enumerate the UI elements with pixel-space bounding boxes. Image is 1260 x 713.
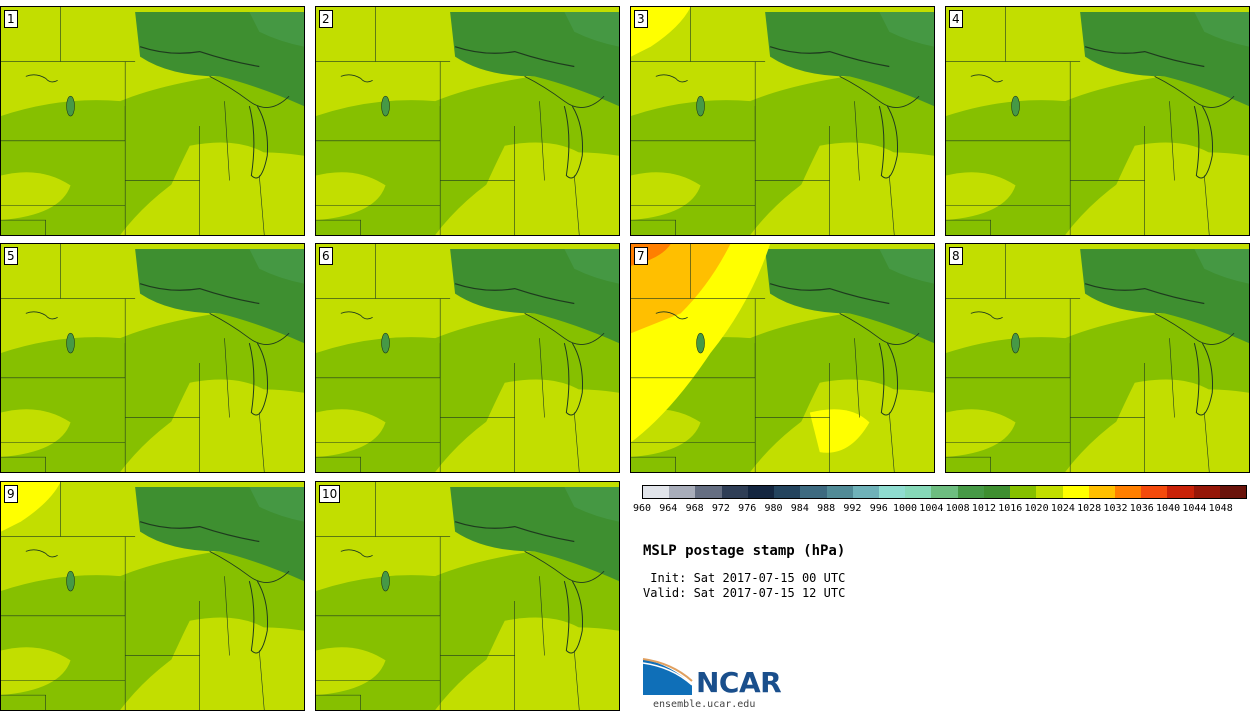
colorbar-swatch (905, 486, 932, 498)
colorbar-swatch (878, 486, 906, 498)
colorbar-tick: 984 (790, 503, 809, 514)
colorbar-swatch (931, 486, 958, 498)
stamp-panel-5: 5 (0, 243, 305, 473)
colorbar-tick: 972 (711, 503, 730, 514)
stamp-panel-label: 10 (319, 485, 341, 503)
stamp-panel-7: 7 (630, 243, 935, 473)
colorbar-tick: 1016 (998, 503, 1023, 514)
stamp-panel-9: 9 (0, 481, 305, 711)
colorbar-tick: 1048 (1208, 503, 1233, 514)
colorbar-swatch (957, 486, 984, 498)
stamp-panel-4: 4 (945, 6, 1250, 236)
stamp-panel-label: 4 (949, 10, 963, 28)
colorbar-tick: 976 (738, 503, 757, 514)
page-title: MSLP postage stamp (hPa) (643, 543, 846, 559)
colorbar-tick: 1008 (945, 503, 970, 514)
stamp-panel-label: 1 (4, 10, 18, 28)
colorbar-swatch (774, 486, 801, 498)
stamp-panel-1: 1 (0, 6, 305, 236)
logo-url: ensemble.ucar.edu (653, 699, 756, 710)
stamp-panel-10: 10 (315, 481, 620, 711)
colorbar-swatch (1141, 486, 1168, 498)
colorbar-tick: 996 (869, 503, 888, 514)
colorbar-tick: 960 (632, 503, 652, 514)
colorbar-swatch (1088, 486, 1115, 498)
stamp-panel-label: 8 (949, 247, 963, 265)
colorbar-swatch (695, 486, 722, 498)
colorbar-tick-labels: 960 964 968 972 976 980 984 988 992 996 1000 1004 10… (632, 503, 1254, 517)
colorbar-swatch (1036, 486, 1063, 498)
colorbar-tick: 1004 (919, 503, 944, 514)
colorbar-tick: 964 (659, 503, 678, 514)
init-time: Init: Sat 2017-07-15 00 UTC (643, 571, 846, 585)
stamp-panel-label: 2 (319, 10, 333, 28)
colorbar-tick: 1000 (892, 503, 918, 514)
colorbar-swatch (669, 486, 696, 498)
colorbar-swatch (643, 486, 670, 498)
pressure-colorbar (642, 485, 1247, 499)
stamp-panel-3: 3 (630, 6, 935, 236)
colorbar-tick: 1032 (1103, 503, 1128, 514)
stamp-panel-label: 3 (634, 10, 648, 28)
ncar-logo (642, 658, 693, 695)
colorbar-tick: 1044 (1182, 503, 1207, 514)
colorbar-swatch (721, 486, 748, 498)
colorbar-tick: 1024 (1050, 503, 1075, 514)
colorbar-swatch (1062, 486, 1089, 498)
colorbar-tick: 1036 (1129, 503, 1154, 514)
colorbar-swatch (1114, 486, 1142, 498)
colorbar-swatch (983, 486, 1011, 498)
colorbar-tick: 1040 (1156, 503, 1181, 514)
ncar-logo-text: NCAR (696, 666, 782, 699)
colorbar-swatch (1167, 486, 1194, 498)
colorbar-tick: 992 (843, 503, 862, 514)
colorbar-swatch (1219, 486, 1247, 498)
colorbar-tick: 980 (764, 503, 783, 514)
colorbar-swatch (1010, 486, 1037, 498)
colorbar-tick: 1012 (971, 503, 996, 514)
colorbar-tick: 968 (685, 503, 704, 514)
colorbar-tick: 1020 (1024, 503, 1049, 514)
colorbar-tick: 1028 (1077, 503, 1102, 514)
colorbar-swatch (826, 486, 853, 498)
stamp-panel-8: 8 (945, 243, 1250, 473)
stamp-panel-label: 9 (4, 485, 18, 503)
stamp-panel-label: 7 (634, 247, 648, 265)
valid-time: Valid: Sat 2017-07-15 12 UTC (643, 586, 846, 600)
stamp-panel-label: 6 (319, 247, 333, 265)
colorbar-swatch (747, 486, 775, 498)
colorbar-swatch (852, 486, 879, 498)
stamp-panel-2: 2 (315, 6, 620, 236)
stamp-panel-label: 5 (4, 247, 18, 265)
colorbar-tick: 988 (817, 503, 836, 514)
colorbar-swatch (1193, 486, 1220, 498)
colorbar-swatch (800, 486, 827, 498)
stamp-panel-6: 6 (315, 243, 620, 473)
